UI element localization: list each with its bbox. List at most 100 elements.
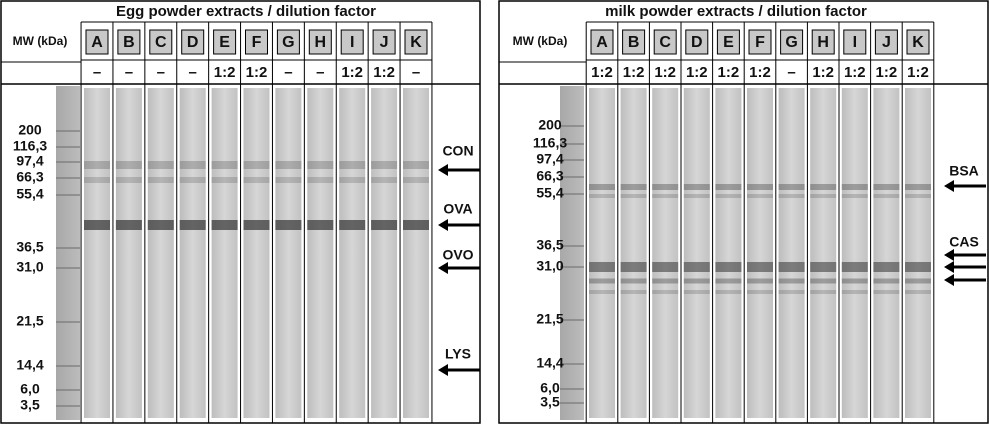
- mw-label: MW (kDa): [13, 34, 68, 48]
- gel-band: [873, 262, 899, 272]
- gel-band: [779, 262, 805, 272]
- panel-title: Egg powder extracts / dilution factor: [116, 3, 376, 20]
- gel-lane: [715, 88, 741, 418]
- gel-band: [589, 184, 615, 190]
- gel-band: [307, 161, 333, 169]
- arrow-head: [438, 262, 448, 274]
- mw-marker: 14,4: [536, 355, 563, 371]
- lane-letter: I: [350, 34, 354, 51]
- gel-band: [747, 290, 773, 294]
- mw-marker: 6,0: [20, 381, 40, 397]
- gel-band: [684, 290, 710, 294]
- gel-band: [275, 220, 301, 230]
- lane-letter: J: [380, 34, 389, 51]
- dilution: 1:2: [341, 64, 363, 81]
- lane-letter: G: [785, 34, 797, 51]
- dilution: 1:2: [373, 64, 395, 81]
- lane-letter: D: [691, 34, 703, 51]
- gel-lane: [307, 88, 333, 418]
- gel-band: [84, 161, 110, 169]
- gel-band: [715, 279, 741, 284]
- mw-marker: 200: [538, 117, 562, 133]
- gel-lane: [371, 88, 397, 418]
- lane-letter: G: [282, 34, 294, 51]
- gel-lane: [779, 88, 805, 418]
- dilution: –: [284, 64, 292, 81]
- gel-band: [652, 194, 678, 198]
- gel-band: [244, 161, 270, 169]
- gel-band: [339, 220, 365, 230]
- ladder-band: [560, 125, 584, 127]
- dilution: –: [787, 64, 795, 81]
- lane-letter: A: [91, 34, 103, 51]
- ladder-band: [56, 267, 80, 269]
- mw-marker: 36,5: [536, 237, 563, 253]
- gel-lane: [339, 88, 365, 418]
- gel-band: [621, 279, 647, 284]
- gel-lane: [148, 88, 174, 418]
- figure: Egg powder extracts / dilution factor MW …: [0, 0, 989, 424]
- gel-band: [747, 194, 773, 198]
- gel-band: [307, 177, 333, 183]
- arrow-head: [944, 180, 954, 192]
- gel-lane: [275, 88, 301, 418]
- panel: milk powder extracts / dilution factorMW…: [499, 1, 988, 423]
- gel-band: [621, 194, 647, 198]
- arrow-head: [944, 249, 954, 261]
- gel-band: [116, 220, 142, 230]
- gel-band: [589, 290, 615, 294]
- dilution: 1:2: [246, 64, 268, 81]
- dilution: 1:2: [812, 64, 834, 81]
- gel-band: [621, 290, 647, 294]
- gel-band: [873, 194, 899, 198]
- dilution: –: [157, 64, 165, 81]
- lane-letter: H: [315, 34, 327, 51]
- gel-band: [842, 194, 868, 198]
- lane-letter: C: [155, 34, 167, 51]
- gel-band: [715, 262, 741, 272]
- gel-lane: [403, 88, 429, 418]
- gel-band: [905, 262, 931, 272]
- lane-letter: H: [817, 34, 829, 51]
- gel-band: [652, 290, 678, 294]
- gel-band: [589, 279, 615, 284]
- lane-letter: E: [723, 34, 734, 51]
- gel-lane: [652, 88, 678, 418]
- lane-letter: A: [596, 34, 608, 51]
- arrow-head: [944, 274, 954, 286]
- gel-band: [275, 177, 301, 183]
- gel-lane: [747, 88, 773, 418]
- mw-marker: 116,3: [533, 135, 567, 151]
- gel-band: [652, 262, 678, 272]
- gel-band: [715, 290, 741, 294]
- dilution: 1:2: [907, 64, 929, 81]
- protein-label: CAS: [949, 234, 979, 250]
- mw-marker: 21,5: [16, 313, 43, 329]
- dilution: 1:2: [214, 64, 236, 81]
- ladder-band: [56, 161, 80, 163]
- dilution: –: [189, 64, 197, 81]
- gel-band: [652, 279, 678, 284]
- ladder-lane: [56, 86, 80, 420]
- gel-band: [84, 220, 110, 230]
- gel-band: [180, 220, 206, 230]
- gel-band: [621, 262, 647, 272]
- gel-band: [371, 161, 397, 169]
- dilution: 1:2: [591, 64, 613, 81]
- gel-band: [747, 184, 773, 190]
- dilution: 1:2: [749, 64, 771, 81]
- gel-lane: [684, 88, 710, 418]
- dilution: 1:2: [623, 64, 645, 81]
- dilution: 1:2: [718, 64, 740, 81]
- lane-letter: I: [853, 34, 857, 51]
- gel-band: [810, 184, 836, 190]
- protein-label: CON: [442, 143, 473, 159]
- dilution: 1:2: [844, 64, 866, 81]
- protein-label: BSA: [949, 163, 979, 179]
- mw-marker: 55,4: [536, 185, 563, 201]
- gel-band: [684, 194, 710, 198]
- gel-band: [905, 279, 931, 284]
- gel-band: [684, 279, 710, 284]
- mw-label: MW (kDa): [513, 34, 568, 48]
- gel-lane: [589, 88, 615, 418]
